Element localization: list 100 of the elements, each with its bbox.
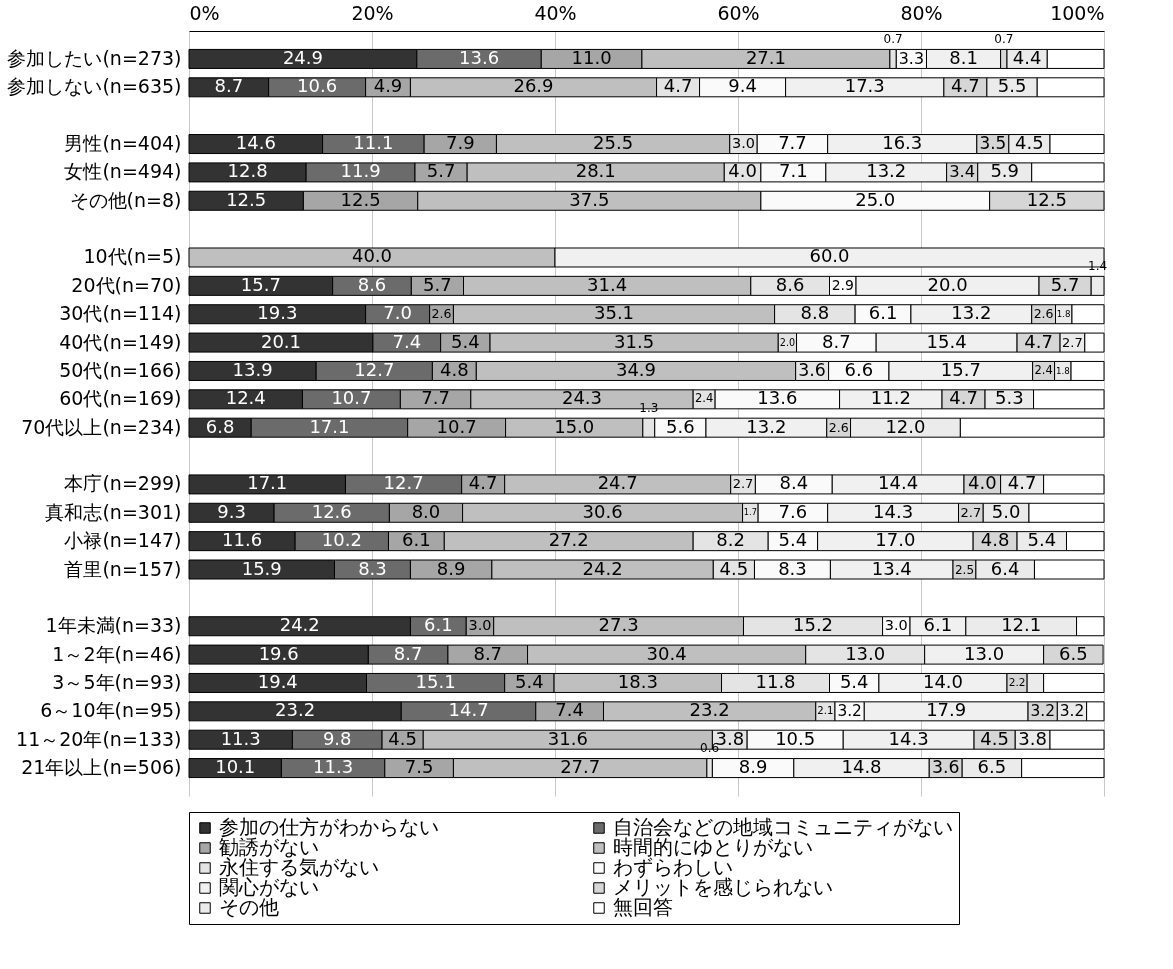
y-tick-label: 50代(n=166) — [59, 358, 182, 381]
data-label: 11.6 — [222, 529, 263, 551]
data-label: 4.7 — [468, 472, 498, 494]
data-label: 2.4 — [694, 391, 714, 406]
y-tick-label: 6～10年(n=95) — [40, 699, 182, 722]
data-label: 23.2 — [275, 699, 316, 721]
data-label: 12.0 — [885, 415, 926, 437]
data-label: 5.4 — [839, 670, 869, 692]
data-label: 31.4 — [587, 273, 628, 295]
x-tick-label: 60% — [717, 1, 760, 24]
data-label: 23.2 — [689, 699, 730, 721]
data-label: 4.8 — [980, 529, 1010, 551]
data-label: 17.1 — [247, 472, 288, 494]
data-label: 6.6 — [844, 358, 874, 380]
data-label: 12.8 — [227, 160, 268, 182]
data-label: 8.7 — [214, 75, 244, 97]
data-label: 12.7 — [354, 358, 395, 380]
data-label: 15.4 — [926, 330, 967, 352]
data-label: 7.9 — [445, 132, 475, 154]
data-label: 14.3 — [873, 500, 914, 522]
data-label: 8.0 — [411, 500, 441, 522]
data-label: 2.4 — [1034, 362, 1053, 377]
data-label: 14.3 — [888, 727, 929, 749]
data-label: 20.1 — [260, 330, 301, 352]
data-label: 6.4 — [990, 557, 1020, 579]
data-label: 31.6 — [547, 727, 588, 749]
data-label: 1.8 — [1056, 309, 1071, 320]
data-label: 13.0 — [964, 642, 1005, 664]
data-label: 27.7 — [560, 756, 601, 778]
data-label: 5.9 — [990, 160, 1020, 182]
data-label: 5.4 — [515, 670, 544, 692]
data-label: 4.5 — [719, 557, 749, 579]
data-label: 15.7 — [940, 358, 981, 380]
data-label: 17.9 — [926, 699, 967, 721]
data-label: 3.2 — [1059, 702, 1085, 721]
data-label: 4.4 — [1012, 46, 1042, 68]
data-label: 8.3 — [778, 557, 807, 579]
data-label: 5.4 — [778, 529, 808, 551]
data-label: 26.9 — [513, 75, 554, 97]
data-label: 4.7 — [1024, 330, 1053, 352]
data-label: 11.9 — [340, 160, 381, 182]
data-label: 7.1 — [779, 160, 808, 182]
data-label: 4.5 — [388, 727, 417, 749]
y-tick-label: 21年以上(n=506) — [21, 756, 182, 779]
y-tick-label: 真和志(n=301) — [45, 500, 182, 523]
x-tick-label: 40% — [534, 1, 577, 24]
data-label: 13.4 — [871, 557, 912, 579]
data-label: 8.9 — [738, 756, 768, 778]
x-tick-label: 100% — [1050, 1, 1105, 24]
data-label: 24.3 — [561, 387, 603, 409]
data-label: 19.3 — [257, 302, 298, 324]
data-label: 37.5 — [569, 188, 610, 210]
data-label: 11.0 — [571, 46, 612, 68]
data-label: 13.9 — [232, 358, 273, 380]
data-label: 5.7 — [1050, 273, 1080, 295]
y-tick-label: 女性(n=494) — [64, 160, 182, 183]
data-label: 13.0 — [845, 642, 886, 664]
y-tick-label: 首里(n=157) — [64, 557, 182, 580]
data-label: 20.0 — [927, 273, 968, 295]
data-label: 2.7 — [960, 504, 982, 520]
data-label: 10.2 — [321, 529, 362, 551]
data-label: 3.0 — [468, 617, 492, 634]
data-label: 8.7 — [822, 330, 851, 352]
data-label: 7.4 — [392, 330, 422, 352]
data-label: 30.4 — [646, 642, 687, 664]
data-label: 2.6 — [431, 306, 452, 322]
data-label: 4.0 — [967, 472, 997, 494]
data-label: 15.1 — [415, 670, 456, 692]
data-label: 13.2 — [746, 415, 787, 437]
data-label: 10.7 — [331, 387, 372, 409]
data-label: 8.3 — [358, 557, 387, 579]
data-label: 7.5 — [404, 756, 434, 778]
y-tick-label: 11～20年(n=133) — [16, 727, 182, 750]
data-label: 7.0 — [383, 302, 412, 324]
data-label: 0.7 — [994, 31, 1014, 46]
data-label: 7.4 — [555, 699, 584, 721]
data-label: 1.8 — [1055, 365, 1070, 376]
data-label: 4.7 — [663, 75, 693, 97]
data-label: 3.2 — [1030, 702, 1055, 721]
y-tick-label: 30代(n=114) — [59, 302, 182, 325]
data-label: 3.2 — [837, 702, 862, 721]
data-label: 7.7 — [778, 132, 807, 154]
data-label: 2.6 — [828, 419, 849, 435]
data-label: 12.5 — [1026, 188, 1067, 210]
data-label: 10.7 — [436, 415, 477, 437]
data-label: 8.7 — [393, 642, 423, 664]
data-label: 30.6 — [582, 500, 623, 522]
data-label: 6.1 — [868, 302, 898, 324]
x-tick-label: 20% — [351, 1, 394, 24]
data-label: 8.4 — [779, 472, 809, 494]
data-label: 25.0 — [855, 188, 896, 210]
data-label: 17.3 — [844, 75, 885, 97]
data-label: 12.5 — [340, 188, 381, 210]
y-tick-label: 男性(n=404) — [64, 132, 182, 155]
data-label: 24.2 — [279, 614, 320, 636]
data-label: 10.5 — [775, 727, 816, 749]
data-label: 60.0 — [809, 245, 850, 267]
data-label: 14.7 — [448, 699, 489, 721]
data-label: 1.7 — [743, 506, 757, 517]
data-label: 10.1 — [215, 756, 256, 778]
